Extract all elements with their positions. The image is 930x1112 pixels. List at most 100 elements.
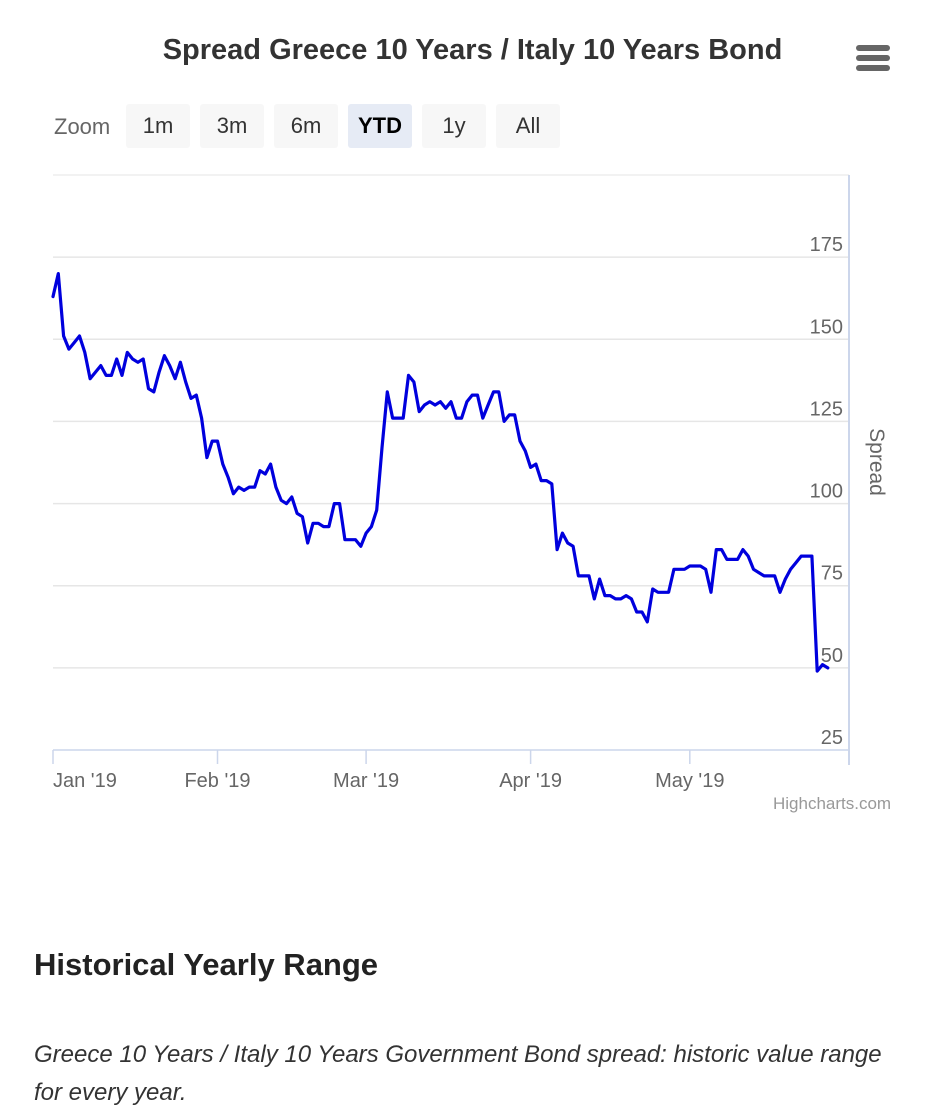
data-point [311,522,315,525]
data-point [752,568,755,571]
data-point [349,538,352,541]
data-point [104,374,108,377]
data-point [142,357,145,361]
data-point [662,591,665,594]
data-point [205,456,209,459]
hamburger-menu-icon [856,45,896,71]
data-point [78,334,81,338]
data-point [343,538,347,541]
data-point [768,574,771,578]
data-point [173,377,177,380]
data-point [396,416,400,420]
data-point [465,400,469,403]
data-point [693,564,697,568]
data-point [67,347,71,351]
y-tick-label: 175 [810,234,843,256]
data-point [444,407,447,410]
data-point [195,393,198,397]
data-point [269,462,272,466]
data-point [83,351,87,354]
data-point [402,416,405,420]
data-point [274,485,278,489]
data-point [428,400,431,403]
data-point [460,416,463,420]
data-point [481,416,484,420]
data-point [216,439,219,443]
data-point [359,545,362,548]
data-point [545,479,548,482]
data-point [338,502,341,505]
data-point [529,466,532,469]
data-point [725,558,729,561]
x-tick-label: Apr '19 [499,770,562,792]
zoom-1m-button[interactable]: 1m [126,104,190,148]
data-point [264,472,267,476]
data-point [486,403,490,407]
data-point [508,413,511,417]
chart-menu-button[interactable] [856,45,896,81]
data-point [566,541,569,545]
data-point [126,351,129,354]
data-point [375,508,378,512]
data-point [518,439,522,443]
zoom-all-button[interactable]: All [496,104,560,148]
data-point [789,568,792,571]
data-point [391,416,394,420]
data-point [656,591,660,594]
x-tick-label: Feb '19 [184,770,250,792]
data-point [678,568,681,571]
data-point [237,485,240,489]
data-point [571,545,575,548]
data-point [301,515,304,518]
data-point [582,574,585,578]
data-point [688,564,691,568]
chart-plot: 25 50 75 100 125 150 175 Jan '19 Feb '19 Mar '19 A… [51,174,888,792]
y-tick-label: 75 [821,563,843,585]
data-point [672,568,676,571]
data-point [439,400,442,403]
data-point [587,574,591,578]
data-point [51,295,55,298]
zoom-6m-button[interactable]: 6m [274,104,338,148]
data-point [741,548,745,551]
data-point [57,272,60,275]
data-point [147,387,150,390]
data-point [598,577,601,581]
data-point [524,449,527,453]
data-point [322,525,325,528]
data-point [232,492,235,495]
data-point [667,591,670,594]
data-point [778,591,782,594]
data-point [62,334,65,338]
y-tick-label: 25 [821,727,843,749]
data-point [120,374,124,377]
chart-title: Spread Greece 10 Years / Italy 10 Years … [162,34,783,66]
data-point [407,374,410,377]
data-point [455,416,458,420]
data-point [136,361,140,364]
data-point [370,525,373,528]
data-point [110,374,113,377]
data-point [609,594,612,597]
data-point [646,620,649,624]
data-point [88,377,92,380]
highcharts-credits[interactable]: Highcharts.com [773,794,892,813]
data-point [731,558,734,561]
data-point [555,548,559,551]
zoom-1y-button[interactable]: 1y [422,104,486,148]
data-point [810,554,814,558]
data-point [794,561,798,564]
data-point [614,597,617,601]
data-point [242,489,246,492]
x-tick-label: Mar '19 [333,770,399,792]
data-point [784,577,787,581]
data-point [683,568,686,571]
data-point [73,341,76,344]
data-point [513,413,516,417]
data-point [354,538,357,541]
zoom-3m-button[interactable]: 3m [200,104,264,148]
data-point [115,357,118,361]
data-point [364,531,368,535]
data-point [709,591,713,594]
zoom-ytd-button[interactable]: YTD [348,104,412,148]
